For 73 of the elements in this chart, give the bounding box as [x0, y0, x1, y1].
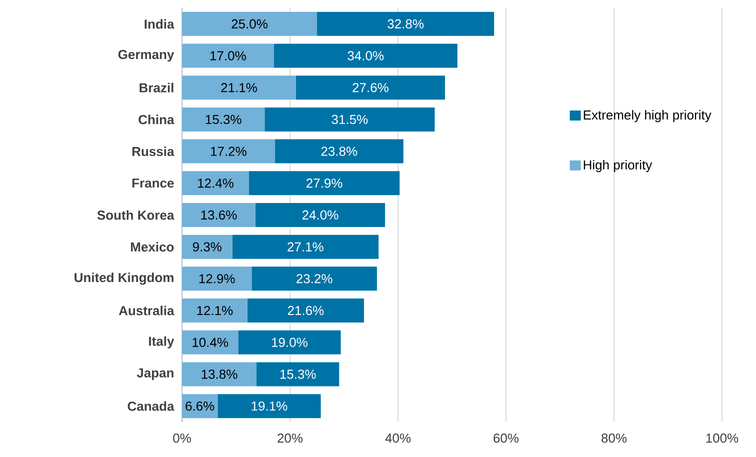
- data-label: 25.0%: [232, 19, 268, 29]
- data-label: 12.9%: [199, 274, 235, 284]
- y-tick-label: Mexico: [130, 242, 174, 252]
- bar: [252, 266, 377, 291]
- bar: [182, 44, 274, 68]
- y-tick-label: France: [132, 178, 174, 188]
- y-tick-label: China: [138, 114, 174, 124]
- y-tick-label: Germany: [118, 50, 174, 62]
- data-label: 12.1%: [197, 306, 233, 316]
- bar: [182, 298, 248, 323]
- bar: [182, 362, 257, 386]
- data-label: 9.3%: [192, 242, 222, 252]
- data-label: 27.9%: [306, 178, 342, 188]
- data-label: 27.1%: [288, 242, 324, 252]
- bar: [182, 107, 265, 132]
- data-label: 10.4%: [192, 338, 228, 347]
- bar: [182, 12, 317, 36]
- bar: [238, 330, 341, 354]
- data-label: 34.0%: [348, 51, 384, 60]
- y-tick-label: Brazil: [140, 82, 174, 92]
- bar: [182, 266, 252, 291]
- x-tick-label: 40%: [385, 434, 411, 443]
- data-label: 31.5%: [332, 114, 368, 124]
- data-label: 21.1%: [221, 83, 257, 92]
- bar: [256, 362, 340, 386]
- bar: [182, 330, 238, 354]
- data-label: 13.8%: [202, 370, 238, 379]
- legend-label: Extremely high priority: [584, 110, 712, 122]
- bar: [182, 234, 232, 259]
- bar: [182, 394, 218, 418]
- y-tick-label: South Korea: [97, 210, 174, 220]
- y-tick-label: Russia: [132, 146, 174, 156]
- data-label: 19.1%: [252, 401, 288, 411]
- x-tick-label: 60%: [494, 434, 519, 443]
- data-label: 15.3%: [206, 114, 242, 124]
- x-tick-label: 80%: [602, 434, 627, 443]
- y-tick-label: Canada: [128, 401, 174, 411]
- data-label: 17.2%: [211, 146, 246, 156]
- bar: [317, 12, 494, 36]
- x-tick-label: 0%: [173, 434, 191, 443]
- data-label: 6.6%: [186, 401, 214, 411]
- x-tick-label: 100%: [706, 434, 738, 443]
- bar: [232, 234, 379, 259]
- legend-label: High priority: [584, 160, 652, 172]
- data-label: 12.4%: [198, 178, 234, 188]
- y-tick-label: Italy: [149, 336, 174, 348]
- bar: [218, 394, 321, 418]
- data-label: 27.6%: [352, 83, 388, 92]
- bar: [182, 171, 249, 196]
- x-tick-label: 20%: [278, 434, 303, 443]
- bar: [182, 202, 256, 227]
- bar: [296, 76, 445, 100]
- bar: [182, 139, 275, 164]
- data-label: 23.2%: [296, 274, 332, 284]
- data-label: 32.8%: [388, 19, 424, 29]
- bar: [264, 107, 435, 132]
- data-label: 17.0%: [210, 51, 246, 60]
- bar: [248, 171, 400, 196]
- data-label: 23.8%: [321, 146, 358, 156]
- bar: [274, 44, 458, 68]
- bar: [274, 139, 404, 164]
- bar: [182, 76, 296, 100]
- bar: [247, 298, 364, 323]
- data-label: 15.3%: [280, 370, 316, 379]
- data-label: 19.0%: [272, 338, 308, 347]
- data-label: 21.6%: [288, 306, 324, 316]
- data-label: 13.6%: [201, 210, 237, 220]
- data-label: 24.0%: [302, 210, 338, 220]
- y-tick-label: United Kingdom: [74, 272, 174, 285]
- y-tick-label: Japan: [136, 368, 174, 380]
- y-tick-label: India: [144, 19, 174, 29]
- bar: [255, 202, 386, 227]
- y-tick-label: Australia: [118, 306, 174, 316]
